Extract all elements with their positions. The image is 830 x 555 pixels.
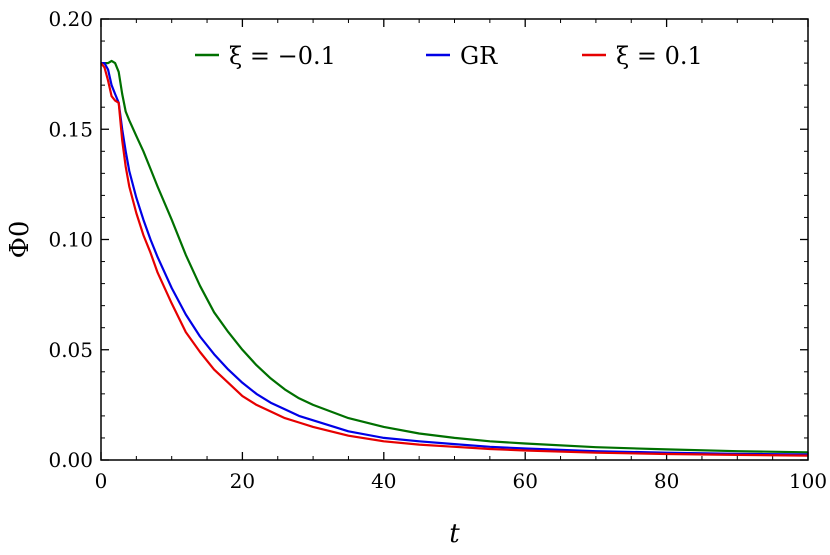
- y-tick-label: 0.10: [48, 228, 93, 252]
- y-tick-label: 0.05: [48, 338, 93, 362]
- legend-label-1: GR: [460, 42, 498, 70]
- plot-frame: [100, 18, 809, 461]
- legend: ξ = −0.1 GR ξ = 0.1: [195, 42, 703, 70]
- x-axis-label: t: [449, 519, 460, 549]
- y-tick-label: 0.00: [48, 448, 93, 472]
- x-tick-label: 0: [95, 469, 108, 493]
- series-line-0: [101, 59, 809, 454]
- series-line-1: [101, 61, 809, 456]
- y-tick-label: 0.20: [48, 7, 93, 31]
- series-lines: [100, 59, 809, 457]
- x-tick-label: 40: [371, 469, 396, 493]
- y-axis-label: Φ0: [5, 221, 35, 259]
- x-tick-label: 60: [512, 469, 537, 493]
- minor-ticks: [101, 19, 808, 460]
- legend-label-0: ξ = −0.1: [229, 42, 336, 70]
- legend-label-2: ξ = 0.1: [616, 42, 703, 70]
- series-line-2: [100, 62, 809, 457]
- y-tick-label: 0.15: [48, 117, 93, 141]
- tick-labels: 0 20 40 60 80 100 0.00 0.05 0.10 0.15 0.20: [48, 7, 827, 493]
- major-ticks: [100, 18, 809, 461]
- x-tick-label: 20: [230, 469, 255, 493]
- x-tick-label: 80: [654, 469, 679, 493]
- x-tick-label: 100: [789, 469, 827, 493]
